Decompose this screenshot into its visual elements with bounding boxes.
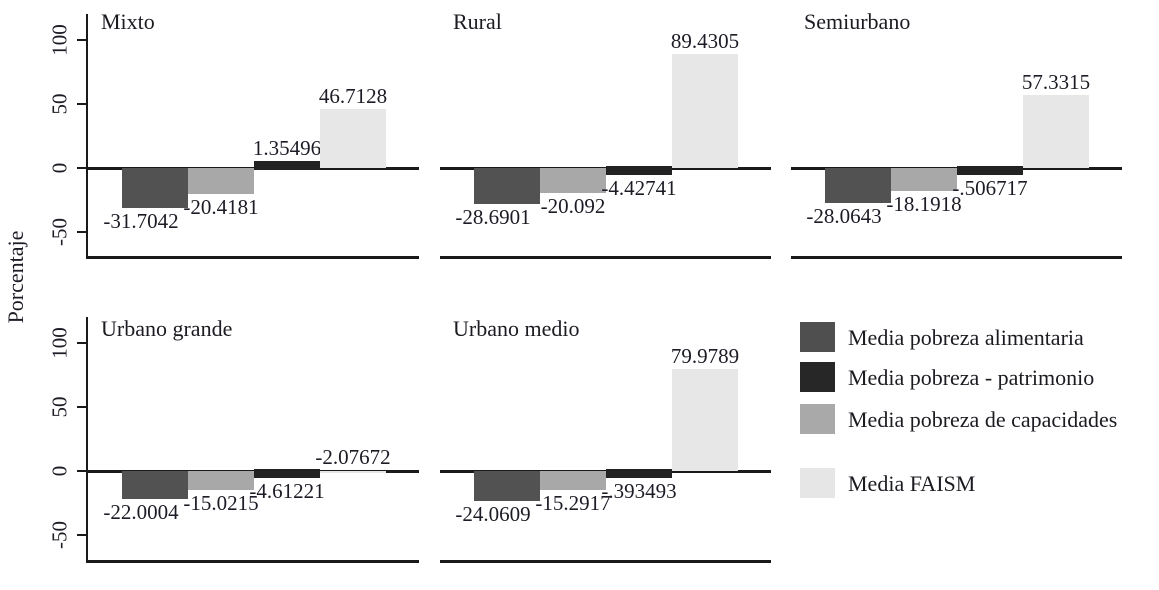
panel-title: Semiurbano	[804, 9, 911, 34]
bar-value-label: 89.4305	[670, 29, 740, 54]
y-tick	[77, 533, 86, 537]
bar-value-label: -4.42741	[601, 176, 677, 200]
y-tick-label: 100	[47, 327, 72, 359]
y-tick-label: -50	[47, 218, 72, 246]
y-tick	[77, 38, 86, 42]
x-baseline	[440, 256, 771, 259]
y-tick-label: 50	[47, 396, 72, 418]
bar-patrimonio	[957, 166, 1023, 175]
panel-title: Urbano grande	[101, 316, 233, 341]
bar-patrimonio	[254, 469, 320, 478]
y-tick	[77, 102, 86, 106]
legend-swatch-faism	[800, 468, 835, 498]
legend-swatch-patrimonio	[800, 362, 835, 392]
bar-value-label: -20.4181	[183, 194, 259, 219]
y-axis-title: Porcentaje	[3, 230, 28, 324]
bar-alimentaria	[122, 470, 188, 499]
y-axis-line	[85, 14, 88, 259]
legend-swatch-alimentaria	[800, 322, 835, 352]
bar-alimentaria	[474, 167, 540, 205]
legend-swatch-capacidades	[800, 404, 835, 434]
bar-capacidades	[540, 470, 606, 491]
bar-value-label: -20.092	[540, 194, 606, 219]
y-tick-label: 50	[47, 93, 72, 115]
bar-faism	[672, 54, 738, 169]
y-tick-label: 0	[47, 162, 72, 174]
bar-patrimonio	[606, 469, 672, 478]
bar-capacidades	[891, 167, 957, 191]
bar-alimentaria	[122, 167, 188, 209]
y-tick	[77, 469, 86, 473]
bar-value-label: 1.35496	[252, 136, 322, 160]
bar-value-label: 57.3315	[1021, 70, 1091, 95]
bar-value-label: -.506717	[952, 176, 1028, 200]
legend-label-patrimonio: Media pobreza - patrimonio	[848, 365, 1095, 390]
y-tick	[77, 166, 86, 170]
y-tick	[77, 341, 86, 345]
panel-title: Rural	[453, 9, 502, 34]
bar-faism	[672, 369, 738, 472]
bar-value-label: -28.0643	[806, 204, 882, 229]
panel-title: Urbano medio	[453, 316, 580, 341]
legend-label-alimentaria: Media pobreza alimentaria	[848, 325, 1084, 350]
y-tick-label: 100	[47, 24, 72, 56]
bar-faism	[1023, 95, 1089, 169]
legend-label-capacidades: Media pobreza de capacidades	[848, 407, 1118, 432]
bar-value-label: 79.9789	[670, 344, 740, 369]
bar-value-label: -31.7042	[103, 209, 179, 234]
bar-value-label: -.393493	[601, 479, 677, 503]
y-tick	[77, 405, 86, 409]
x-baseline	[88, 560, 419, 563]
bar-value-label: -28.6901	[455, 205, 531, 230]
bar-value-label: -22.0004	[103, 499, 179, 524]
y-tick-label: -50	[47, 521, 72, 549]
bar-value-label: -15.0215	[183, 490, 259, 515]
x-baseline	[440, 560, 771, 563]
y-tick	[77, 230, 86, 234]
bar-faism	[320, 108, 386, 169]
x-baseline	[88, 256, 419, 259]
bar-patrimonio	[606, 166, 672, 175]
bar-capacidades	[540, 167, 606, 194]
y-tick-label: 0	[47, 465, 72, 477]
bar-capacidades	[188, 470, 254, 490]
bar-alimentaria	[474, 470, 540, 502]
bar-value-label: -18.1918	[886, 191, 962, 216]
legend-label-faism: Media FAISM	[848, 471, 976, 496]
bar-value-label: -2.07672	[315, 444, 391, 469]
panel-title: Mixto	[101, 9, 155, 34]
y-axis-line	[85, 317, 88, 563]
bar-value-label: 46.7128	[318, 83, 388, 108]
bar-capacidades	[188, 167, 254, 194]
bar-alimentaria	[825, 167, 891, 204]
bar-patrimonio	[254, 161, 320, 170]
bar-value-label: -15.2917	[535, 491, 611, 516]
x-baseline	[791, 256, 1122, 259]
bar-value-label: -24.0609	[455, 502, 531, 527]
bar-value-label: -4.61221	[249, 479, 325, 503]
bar-faism	[320, 470, 386, 474]
